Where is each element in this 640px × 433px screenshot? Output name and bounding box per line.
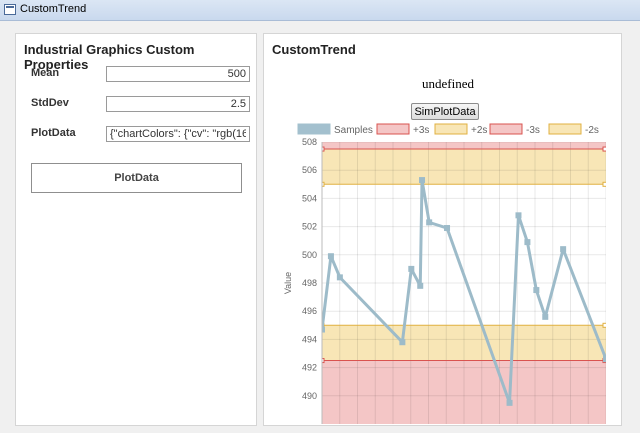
y-tick-label: 502 xyxy=(302,222,317,232)
plus3s-line-end-point xyxy=(602,146,606,152)
legend-label-4[interactable]: -2s xyxy=(585,125,599,136)
y-tick-label: 496 xyxy=(302,306,317,316)
sample-point-5[interactable] xyxy=(417,282,424,289)
status-text: undefined xyxy=(422,76,474,91)
sample-point-8[interactable] xyxy=(444,225,451,232)
sample-point-13[interactable] xyxy=(542,313,549,320)
trend-panel-title: CustomTrend xyxy=(272,42,356,57)
sample-point-9[interactable] xyxy=(506,399,513,406)
properties-panel: Industrial Graphics Custom Properties Me… xyxy=(15,33,257,426)
trend-panel: CustomTrend undefined SimPlotData Sample… xyxy=(263,33,622,426)
band-upper-2s-3s xyxy=(322,149,606,185)
band-lower-2s-3s xyxy=(322,325,606,361)
chart-plot-area: 490 492 494 496 498 500 502 504 506 508 Value xyxy=(283,137,609,424)
y-tick-label: 494 xyxy=(302,334,317,344)
y-axis-label: Value xyxy=(283,272,293,294)
sample-point-6[interactable] xyxy=(419,177,426,184)
plus2s-line-start-point xyxy=(322,181,325,187)
trend-chart: Samples +3s +2s -3s -2s 490 492 494 496 498 500 50… xyxy=(283,123,609,424)
legend-swatch-0[interactable] xyxy=(297,123,331,135)
sim-plot-data-button[interactable]: SimPlotData xyxy=(411,103,479,120)
sample-point-1[interactable] xyxy=(327,253,334,260)
legend-swatch-3[interactable] xyxy=(489,123,523,135)
chart-legend: Samples +3s +2s -3s -2s xyxy=(297,123,599,136)
window-icon xyxy=(4,4,16,15)
sample-point-14[interactable] xyxy=(560,246,567,253)
minus2s-line-end-point xyxy=(602,322,606,328)
sample-point-12[interactable] xyxy=(533,287,540,294)
mean-input[interactable] xyxy=(106,66,250,82)
legend-label-3[interactable]: -3s xyxy=(526,125,540,136)
plot-clip-group xyxy=(319,142,609,424)
stddev-input[interactable] xyxy=(106,96,250,112)
window-titlebar: CustomTrend xyxy=(0,0,640,21)
legend-label-2[interactable]: +2s xyxy=(471,125,487,136)
plotdata-button[interactable]: PlotData xyxy=(31,163,242,193)
mean-label: Mean xyxy=(31,67,60,79)
stddev-label: StdDev xyxy=(31,97,69,109)
y-tick-label: 500 xyxy=(302,250,317,260)
y-tick-label: 492 xyxy=(302,363,317,373)
sample-point-11[interactable] xyxy=(524,239,531,246)
sample-point-2[interactable] xyxy=(336,274,343,281)
legend-swatch-2[interactable] xyxy=(434,123,468,135)
y-tick-label: 506 xyxy=(302,165,317,175)
sample-point-7[interactable] xyxy=(426,219,433,226)
legend-label-0[interactable]: Samples xyxy=(334,125,373,136)
sample-point-10[interactable] xyxy=(515,212,522,219)
properties-panel-title: Industrial Graphics Custom Properties xyxy=(24,42,195,72)
plus2s-line-end-point xyxy=(602,181,606,187)
minus3s-line-start-point xyxy=(322,358,325,364)
sample-point-15[interactable] xyxy=(603,356,609,363)
y-tick-label: 504 xyxy=(302,193,317,203)
samples-line xyxy=(322,178,606,405)
window-title: CustomTrend xyxy=(20,3,87,15)
y-tick-label: 508 xyxy=(302,137,317,147)
y-tick-label: 498 xyxy=(302,278,317,288)
plus3s-line-start-point xyxy=(322,146,325,152)
legend-swatch-1[interactable] xyxy=(376,123,410,135)
legend-label-1[interactable]: +3s xyxy=(413,125,429,136)
plotdata-input[interactable] xyxy=(106,126,250,142)
y-tick-label: 490 xyxy=(302,391,317,401)
sample-point-0[interactable] xyxy=(319,326,325,333)
legend-swatch-4[interactable] xyxy=(548,123,582,135)
band-above-3s xyxy=(322,142,606,150)
sample-point-3[interactable] xyxy=(399,339,406,346)
plotdata-label: PlotData xyxy=(31,127,76,139)
sample-point-4[interactable] xyxy=(408,265,415,272)
band-below-3s xyxy=(322,360,606,424)
